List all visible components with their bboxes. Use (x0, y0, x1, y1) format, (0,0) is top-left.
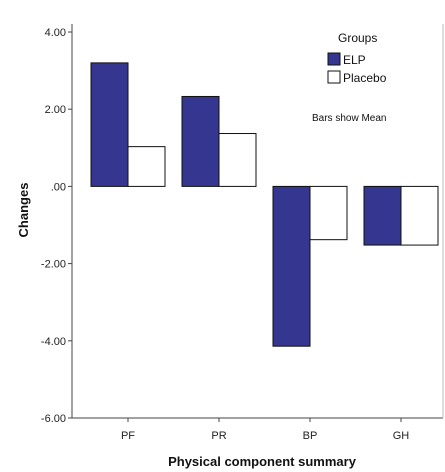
legend-label-elp: ELP (343, 53, 366, 67)
y-tick-label: .00 (51, 181, 66, 193)
bar-placebo-bp (309, 185, 348, 241)
y-tick-label: 2.00 (45, 104, 66, 116)
bar-elp-pf (90, 62, 129, 187)
y-tick-label: -4.00 (41, 336, 66, 348)
x-tick-label: GH (393, 430, 410, 442)
legend-swatch-elp (327, 52, 341, 66)
legend-title: Groups (338, 31, 377, 45)
y-tick-label: 4.00 (45, 27, 66, 39)
y-tick-label: -2.00 (41, 259, 66, 271)
bar-placebo-gh (400, 185, 439, 246)
bar-elp-pr (181, 95, 220, 187)
bars-group (90, 62, 439, 347)
legend: Groups ELP Placebo (327, 31, 387, 85)
legend-label-placebo: Placebo (343, 71, 387, 85)
x-axis-title: Physical component summary (168, 454, 357, 469)
bar-elp-gh (363, 185, 402, 246)
y-tick-label: -6.00 (41, 413, 66, 425)
bars-note: Bars show Mean (312, 113, 386, 124)
x-tick-label: PF (121, 430, 135, 442)
bar-elp-bp (272, 185, 311, 347)
legend-swatch-placebo (327, 70, 341, 84)
x-tick-label: PR (211, 430, 226, 442)
y-axis-title: Changes (16, 183, 31, 238)
bar-placebo-pr (218, 133, 257, 187)
axes-group: 4.00 2.00 .00 -2.00 -4.00 -6.00 PF PR BP GH (41, 24, 444, 442)
x-tick-label: BP (303, 430, 318, 442)
bar-placebo-pf (127, 146, 166, 187)
